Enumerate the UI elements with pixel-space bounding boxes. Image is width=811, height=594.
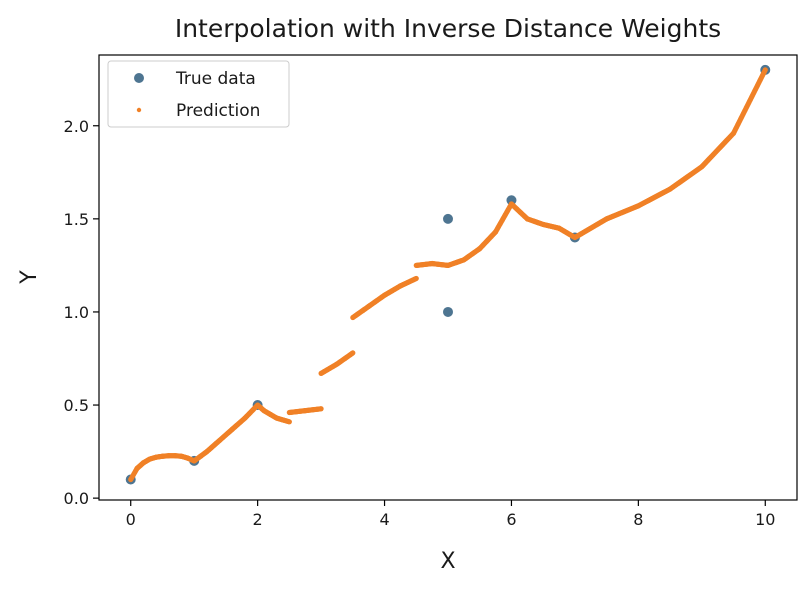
y-tick-label: 1.0 [64,303,89,322]
prediction-segment [191,402,261,464]
legend: True data Prediction [107,60,290,128]
prediction-point [318,406,324,412]
prediction-segment [350,275,419,321]
y-tick-label: 0.5 [64,396,89,415]
prediction-point [286,419,292,425]
prediction-point [350,350,356,356]
y-tick-label: 2.0 [64,117,89,136]
x-tick-label: 4 [379,510,389,529]
y-tick-label: 1.5 [64,210,89,229]
prediction-segment [413,201,515,268]
x-tick-label: 10 [755,510,775,529]
legend-label-prediction: Prediction [176,101,260,121]
x-tick-label: 6 [506,510,516,529]
x-tick-label: 0 [126,510,136,529]
plot-area [98,54,798,501]
prediction-segment [572,67,768,241]
prediction-segment [318,350,356,376]
legend-marker-true-data [134,73,144,83]
prediction-segment [255,402,292,425]
x-axis: 0 2 4 6 8 10 [126,500,775,529]
true-data-points [125,64,771,485]
y-axis: 0.0 0.5 1.0 1.5 2.0 [64,117,99,508]
prediction-point [762,67,768,73]
chart-title: Interpolation with Inverse Distance Weig… [175,14,721,43]
true-data-point [506,195,517,206]
plot-frame [98,54,798,501]
legend-label-true-data: True data [175,69,256,89]
y-tick-label: 0.0 [64,489,89,508]
x-tick-label: 2 [253,510,263,529]
prediction-segment [508,201,578,241]
prediction-segment [286,406,324,416]
legend-marker-prediction [136,107,142,113]
y-axis-label: Y [17,270,42,285]
x-tick-label: 8 [633,510,643,529]
true-data-point [443,213,453,224]
prediction-point [413,275,419,282]
true-data-point [443,306,453,317]
prediction-segment [128,453,197,483]
legend-box [107,60,290,128]
x-axis-label: X [440,549,455,574]
